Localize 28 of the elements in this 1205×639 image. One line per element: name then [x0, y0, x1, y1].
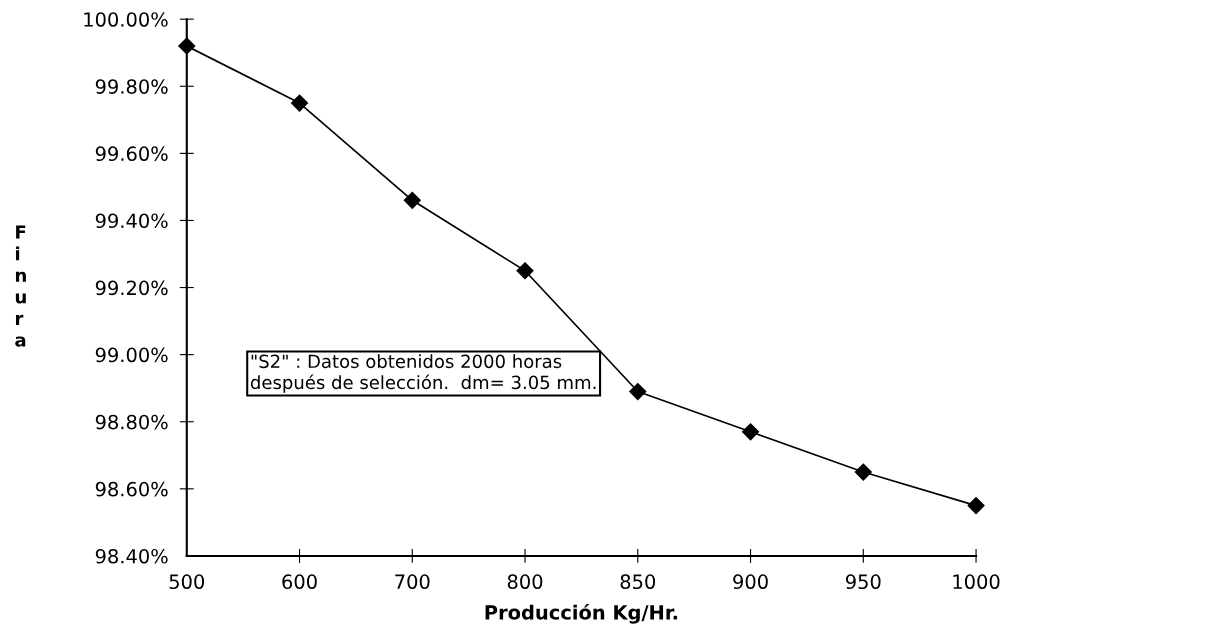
point: [403, 191, 421, 209]
y-tick-label: 100.00%: [84, 12, 168, 27]
x-tick-label: 900: [733, 574, 768, 590]
point: [629, 382, 647, 401]
point: [178, 37, 196, 55]
point: [854, 463, 872, 481]
y-tick-label: 99.60%: [95, 146, 168, 162]
x-tick-label: 500: [169, 574, 205, 590]
y-axis-title: Finura: [15, 225, 26, 347]
x-tick-label: 600: [282, 574, 317, 590]
y-tick-label: 98.60%: [95, 481, 168, 497]
y-tick-label: 99.40%: [95, 213, 168, 229]
y-tick-label: 98.40%: [95, 548, 168, 564]
y-tick-label: 99.80%: [95, 79, 168, 94]
annotation: "S2" : Datos obtenidos 2000 horas después de selección. dm= 3.05 mm.: [250, 354, 596, 393]
y-tick-label: 98.80%: [95, 414, 168, 430]
point: [290, 94, 309, 112]
x-axis-title: Producción Kg/Hr.: [485, 603, 678, 624]
x-tick-label: 800: [507, 574, 543, 590]
point: [741, 423, 760, 441]
y-tick-label: 99.00%: [95, 347, 168, 363]
x-tick-label: 950: [845, 574, 881, 590]
point: [516, 262, 534, 280]
x-tick-label: 1000: [953, 574, 1000, 590]
point: [967, 497, 985, 515]
x-tick-label: 700: [395, 574, 430, 590]
y-tick-label: 99.20%: [95, 280, 168, 296]
x-tick-label: 850: [620, 574, 656, 590]
